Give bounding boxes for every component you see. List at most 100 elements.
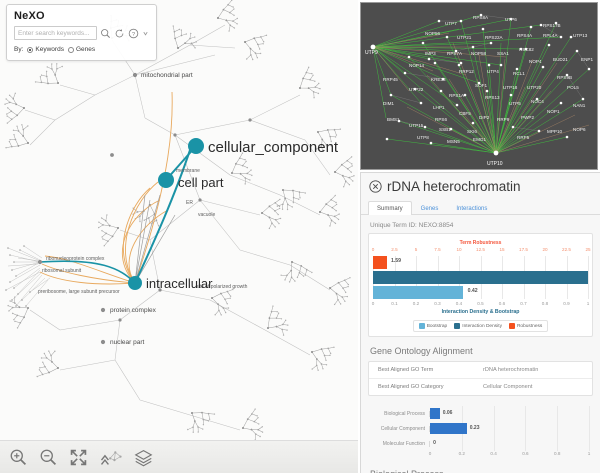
radio-genes-dot[interactable] xyxy=(67,46,74,53)
tree-highlight-edges-orange xyxy=(39,91,173,285)
gene-label-nop58: NOP58 xyxy=(471,51,487,56)
gene-label-utp10: UTP10 xyxy=(487,161,503,167)
tree-label-ribosomal-subunit: ribosomal subunit xyxy=(42,268,82,274)
tick-label-top: 20 xyxy=(542,247,548,252)
tree-node-cellular-component[interactable] xyxy=(188,138,204,154)
help-icon[interactable]: ? xyxy=(128,28,139,39)
gridline xyxy=(525,421,527,436)
network-hub-node-utp10 xyxy=(493,150,499,156)
zoom-out-icon[interactable] xyxy=(39,448,58,467)
fit-to-screen-icon[interactable] xyxy=(69,448,88,467)
close-circle-icon[interactable] xyxy=(369,180,382,193)
go-bar-plot: 0.06 xyxy=(430,406,590,421)
tab-interactions[interactable]: Interactions xyxy=(456,206,488,212)
radio-keywords-dot[interactable] xyxy=(27,46,34,53)
tick-label-top: 7.5 xyxy=(434,247,441,252)
gridline xyxy=(588,256,589,299)
chart-top-ticks: 0 2.5 5 7.5 10 12.5 15 17.5 20 22.5 25 xyxy=(372,247,591,254)
tick-label-top: 25 xyxy=(585,247,591,252)
gene-label-utp21: UTP21 xyxy=(457,35,472,40)
tree-small-labels: mitochondrial part membrane protein comp… xyxy=(38,72,248,346)
gene-label-ssb1: SSB1 xyxy=(439,127,451,132)
gene-label-cbf5: CBF5 xyxy=(459,111,471,116)
go-tick-label: 0 xyxy=(428,451,432,456)
go-tick-label: 0.6 xyxy=(522,451,529,456)
gene-label-bms1: BMS1 xyxy=(387,117,400,122)
tick-label-top: 17.5 xyxy=(519,247,528,252)
gene-label-utp6: UTP6 xyxy=(505,17,517,22)
search-row[interactable]: ? xyxy=(14,26,149,40)
gene-label-ski6: SKI6 xyxy=(467,129,477,134)
tree-dense-gene-cluster xyxy=(5,245,51,307)
layers-icon[interactable] xyxy=(134,448,153,467)
tab-summary[interactable]: Summary xyxy=(368,201,412,215)
search-panel[interactable]: NeXO ? By: Keywords xyxy=(6,4,157,61)
ontology-tree-canvas[interactable]: mitochondrial part membrane protein comp… xyxy=(0,0,358,473)
go-bar-label: Cellular Component xyxy=(372,425,430,432)
go-term-key: Best Aligned GO Term xyxy=(378,367,434,373)
gene-label-rrp9: RRP9 xyxy=(497,117,510,122)
legend-swatch-interaction-density xyxy=(454,323,461,329)
page-title: rDNA heterochromatin xyxy=(387,179,521,194)
tree-label-mitochondrial-part: mitochondrial part xyxy=(141,72,193,79)
tree-label-intracellular: intracellular xyxy=(146,276,213,291)
gridline xyxy=(589,406,590,421)
tick-label-top: 2.5 xyxy=(391,247,398,252)
gene-label-hsc82: HSC82 xyxy=(519,47,534,52)
go-tick-label: 1 xyxy=(587,451,591,456)
chevron-down-icon[interactable] xyxy=(142,28,149,39)
search-by-row[interactable]: By: Keywords Genes xyxy=(14,46,149,53)
ontology-tree-panel[interactable]: mitochondrial part membrane protein comp… xyxy=(0,0,358,473)
tree-highlight-nodes[interactable] xyxy=(128,138,204,290)
search-icon[interactable] xyxy=(100,28,111,39)
gene-label-pol5: POL5 xyxy=(567,85,579,90)
go-alignment-title: Gene Ontology Alignment xyxy=(370,346,473,356)
biological-process-title: Biological Process xyxy=(361,461,600,473)
radio-keywords-label: Keywords xyxy=(35,46,64,53)
network-hub-node-utp9 xyxy=(370,44,376,50)
tree-label-cell-part: cell part xyxy=(178,175,224,190)
gridline xyxy=(493,421,495,436)
gene-label-bud21: BUD21 xyxy=(553,57,568,62)
tree-node-intracellular[interactable] xyxy=(128,276,142,290)
gene-label-utp18: UTP18 xyxy=(503,85,518,90)
go-chart-rows: Biological Process 0.06 Cellular Component… xyxy=(372,406,590,451)
gene-label-utp9: UTP9 xyxy=(365,50,378,56)
tick-label-bottom: 1 xyxy=(586,301,590,306)
tree-label-preribosome: preribosome, large subunit precursor xyxy=(38,289,120,295)
gene-label-utp5: UTP5 xyxy=(509,101,521,106)
view-toolbar[interactable] xyxy=(0,440,358,473)
gene-network-canvas[interactable]: UTP9 NOP56 UTP7 RPS8A UTP6 RPS17B RPS4A … xyxy=(361,3,598,170)
network-nodes[interactable] xyxy=(370,13,591,156)
radio-keywords[interactable]: Keywords xyxy=(27,46,64,53)
zoom-in-icon[interactable] xyxy=(9,448,28,467)
gene-label-utp4: UTP4 xyxy=(487,69,499,74)
tree-label-nuclear-part: nuclear part xyxy=(110,339,145,346)
radio-genes-label: Genes xyxy=(75,46,96,53)
legend-swatch-bootstrap xyxy=(418,323,425,329)
gridline xyxy=(557,421,559,436)
tree-nodes[interactable] xyxy=(37,72,252,345)
tick-label-bottom: 0.3 xyxy=(434,301,441,306)
tab-genes[interactable]: Genes xyxy=(420,206,439,212)
info-tabs[interactable]: Summary Genes Interactions xyxy=(361,200,600,215)
search-input[interactable] xyxy=(14,26,97,40)
term-info-panel[interactable]: rDNA heterochromatin Summary Genes Inter… xyxy=(360,172,600,473)
go-bar-plot: 0.23 xyxy=(430,421,590,436)
gridline xyxy=(557,406,559,421)
gene-interaction-network-panel[interactable]: UTP9 NOP56 UTP7 RPS8A UTP6 RPS17B RPS4A … xyxy=(360,2,598,170)
tick-label-top: 10 xyxy=(456,247,462,252)
chart-plot-area: 1.59 0.42 xyxy=(373,256,589,299)
tree-node-cell-part[interactable] xyxy=(158,172,174,188)
refresh-icon[interactable] xyxy=(114,28,125,39)
gene-label-utp13: UTP13 xyxy=(573,33,588,38)
tick-label-top: 15 xyxy=(499,247,505,252)
tick-label-bottom: 0.8 xyxy=(541,301,549,306)
collapse-network-icon[interactable] xyxy=(99,448,123,467)
tree-label-misc-2: vacuole xyxy=(198,212,215,218)
radio-genes[interactable]: Genes xyxy=(67,46,96,53)
go-tick-label: 0.4 xyxy=(490,451,497,456)
gene-label-nop14: NOP14 xyxy=(409,63,425,68)
tick-label-bottom: 0.9 xyxy=(563,301,570,306)
gene-label-rrp12: RRP12 xyxy=(459,69,474,74)
